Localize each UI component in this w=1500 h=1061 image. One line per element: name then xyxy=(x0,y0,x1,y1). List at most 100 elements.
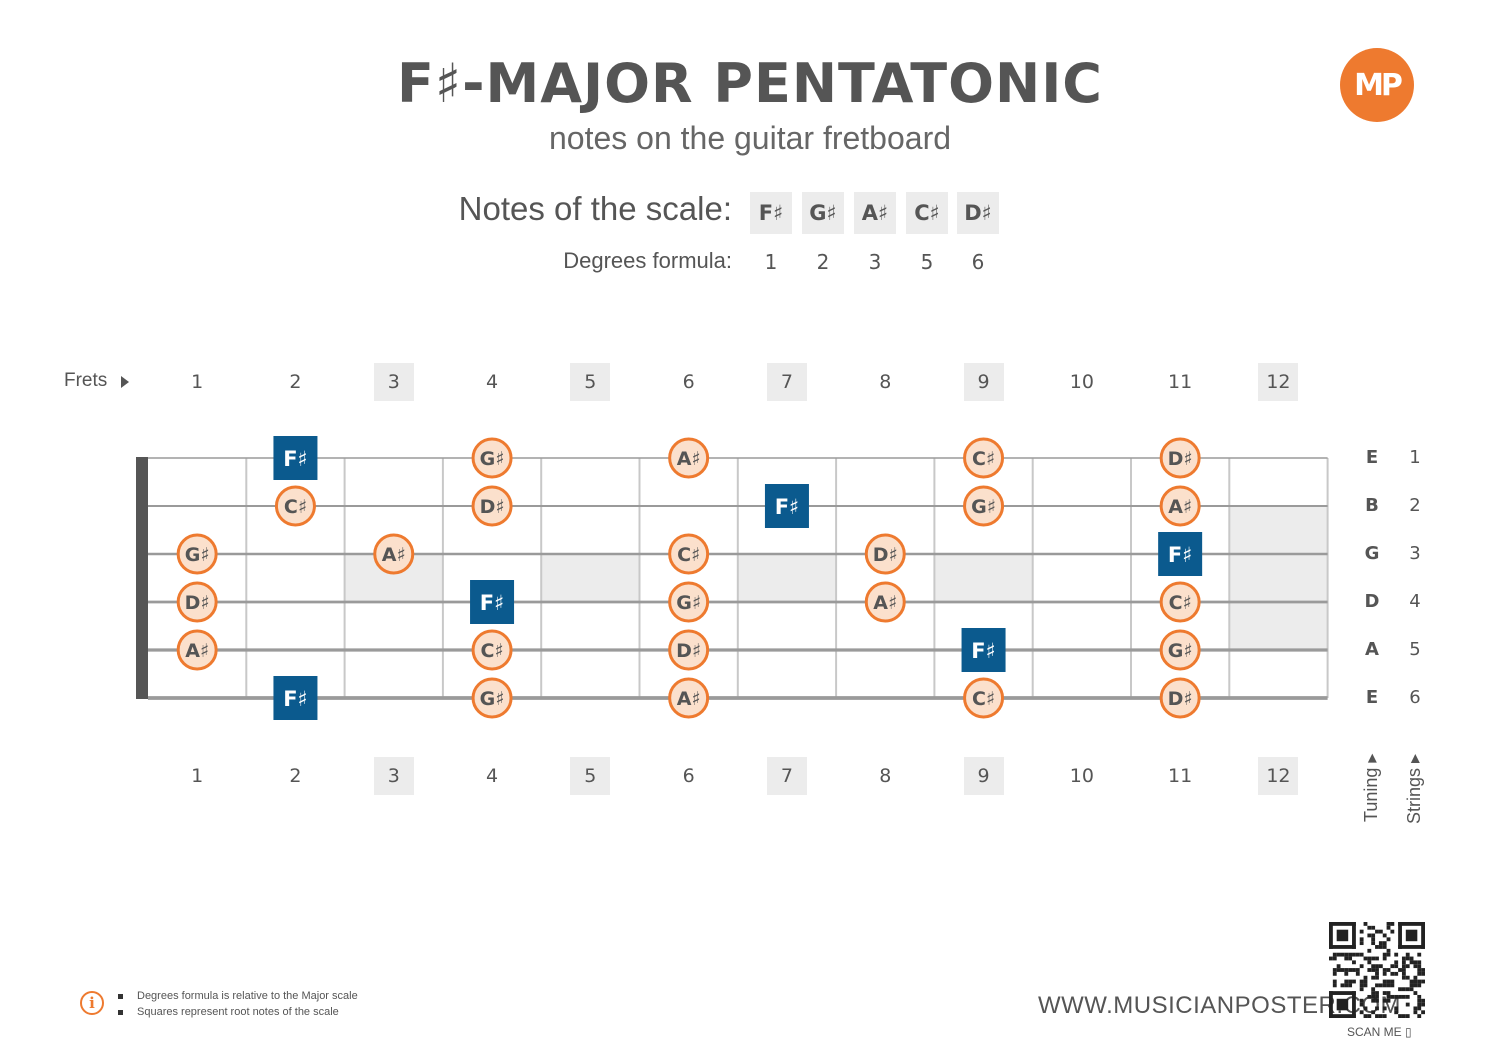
qr-module xyxy=(1405,994,1410,999)
qr-module xyxy=(1405,987,1410,992)
qr-module xyxy=(1378,983,1383,988)
fret-number: 7 xyxy=(766,757,807,795)
qr-module xyxy=(1371,991,1376,995)
qr-module xyxy=(1344,971,1349,976)
qr-module xyxy=(1382,971,1387,976)
scale-note-label: D♯ xyxy=(480,496,505,518)
qr-module xyxy=(1375,929,1379,934)
qr-finder xyxy=(1329,922,1356,926)
qr-module xyxy=(1386,998,1391,1003)
qr-module xyxy=(1413,975,1418,980)
scale-note-label: C♯ xyxy=(284,496,307,518)
qr-module xyxy=(1417,994,1422,999)
qr-module xyxy=(1378,1014,1383,1018)
scale-note-label: A♯ xyxy=(1168,496,1192,518)
qr-finder xyxy=(1352,922,1356,949)
qr-finder xyxy=(1336,998,1349,1011)
qr-module xyxy=(1363,956,1368,961)
qr-module xyxy=(1390,971,1395,976)
qr-module xyxy=(1348,956,1353,961)
scale-note-label: A♯ xyxy=(873,592,897,614)
qr-module xyxy=(1413,983,1418,988)
scale-note-marker xyxy=(373,533,415,575)
nut xyxy=(136,457,148,699)
qr-module xyxy=(1417,1014,1422,1018)
qr-module xyxy=(1401,975,1406,980)
scale-note: D♯ xyxy=(957,192,999,234)
page-title: F♯-MAJOR PENTATONIC xyxy=(397,52,1103,115)
qr-module xyxy=(1348,968,1353,972)
qr-module xyxy=(1394,960,1399,965)
qr-module xyxy=(1413,1006,1418,1011)
qr-module xyxy=(1340,968,1345,972)
qr-module xyxy=(1371,941,1376,946)
frets-label: Frets xyxy=(64,370,108,391)
string-tuning: B xyxy=(1365,495,1379,516)
qr-module xyxy=(1401,971,1406,976)
qr-module xyxy=(1386,922,1391,926)
scale-note-marker xyxy=(963,437,1005,479)
qr-module xyxy=(1371,998,1376,1003)
qr-module xyxy=(1378,964,1383,969)
fret-number: 3 xyxy=(373,757,414,795)
qr-module xyxy=(1359,1010,1364,1015)
qr-module xyxy=(1378,929,1383,934)
qr-module xyxy=(1405,1014,1410,1018)
string-number: 4 xyxy=(1409,591,1421,612)
fret-marker xyxy=(541,554,640,602)
qr-module xyxy=(1405,975,1410,980)
scale-note-marker xyxy=(176,629,218,671)
qr-module xyxy=(1348,979,1353,984)
scale-degree: 1 xyxy=(764,250,778,274)
fret-number: 1 xyxy=(191,765,204,787)
fret-number: 7 xyxy=(766,363,807,401)
fret-number: 10 xyxy=(1069,765,1094,787)
qr-module xyxy=(1332,952,1337,957)
qr-module xyxy=(1405,1002,1410,1007)
qr-module xyxy=(1371,987,1376,992)
scale-note-label: A♯ xyxy=(677,688,701,710)
scale-degree: 3 xyxy=(868,250,882,274)
qr-module xyxy=(1359,987,1364,992)
qr-module xyxy=(1394,964,1399,969)
scale-note-marker xyxy=(963,485,1005,527)
qr-module xyxy=(1344,983,1349,988)
qr-finder xyxy=(1329,991,1356,995)
qr-finder xyxy=(1398,945,1425,949)
string-tuning: E xyxy=(1365,687,1379,708)
qr-module xyxy=(1386,948,1391,953)
string-number: 5 xyxy=(1409,639,1421,660)
qr-module xyxy=(1340,983,1345,988)
qr-module xyxy=(1417,968,1422,972)
qr-finder xyxy=(1398,922,1402,949)
qr-module xyxy=(1394,952,1399,957)
scale-note-marker xyxy=(668,629,710,671)
qr-module xyxy=(1352,979,1356,984)
string-number: 2 xyxy=(1409,495,1421,516)
qr-module xyxy=(1417,998,1422,1003)
qr-module xyxy=(1371,964,1376,969)
fret-number: 5 xyxy=(570,363,611,401)
string-tuning: E xyxy=(1365,447,1379,468)
fret-number: 8 xyxy=(879,371,892,393)
fret-number: 6 xyxy=(682,765,695,787)
string-number: 6 xyxy=(1409,687,1421,708)
root-note-label: F♯ xyxy=(775,495,800,519)
qr-module xyxy=(1352,960,1356,965)
qr-module xyxy=(1332,956,1337,961)
scale-note-label: G♯ xyxy=(480,688,505,710)
fret-number: 2 xyxy=(289,371,302,393)
scale-note-marker xyxy=(176,581,218,623)
qr-module xyxy=(1390,929,1395,934)
qr-module xyxy=(1375,983,1379,988)
qr-module xyxy=(1363,983,1368,988)
qr-module xyxy=(1417,971,1422,976)
qr-module xyxy=(1413,991,1418,995)
qr-module xyxy=(1359,952,1364,957)
fret-number: 2 xyxy=(289,765,302,787)
qr-module xyxy=(1413,1010,1418,1015)
scale-note-marker xyxy=(668,677,710,719)
root-note-label: F♯ xyxy=(283,447,308,471)
qr-module xyxy=(1375,998,1379,1003)
qr-module xyxy=(1421,971,1425,976)
